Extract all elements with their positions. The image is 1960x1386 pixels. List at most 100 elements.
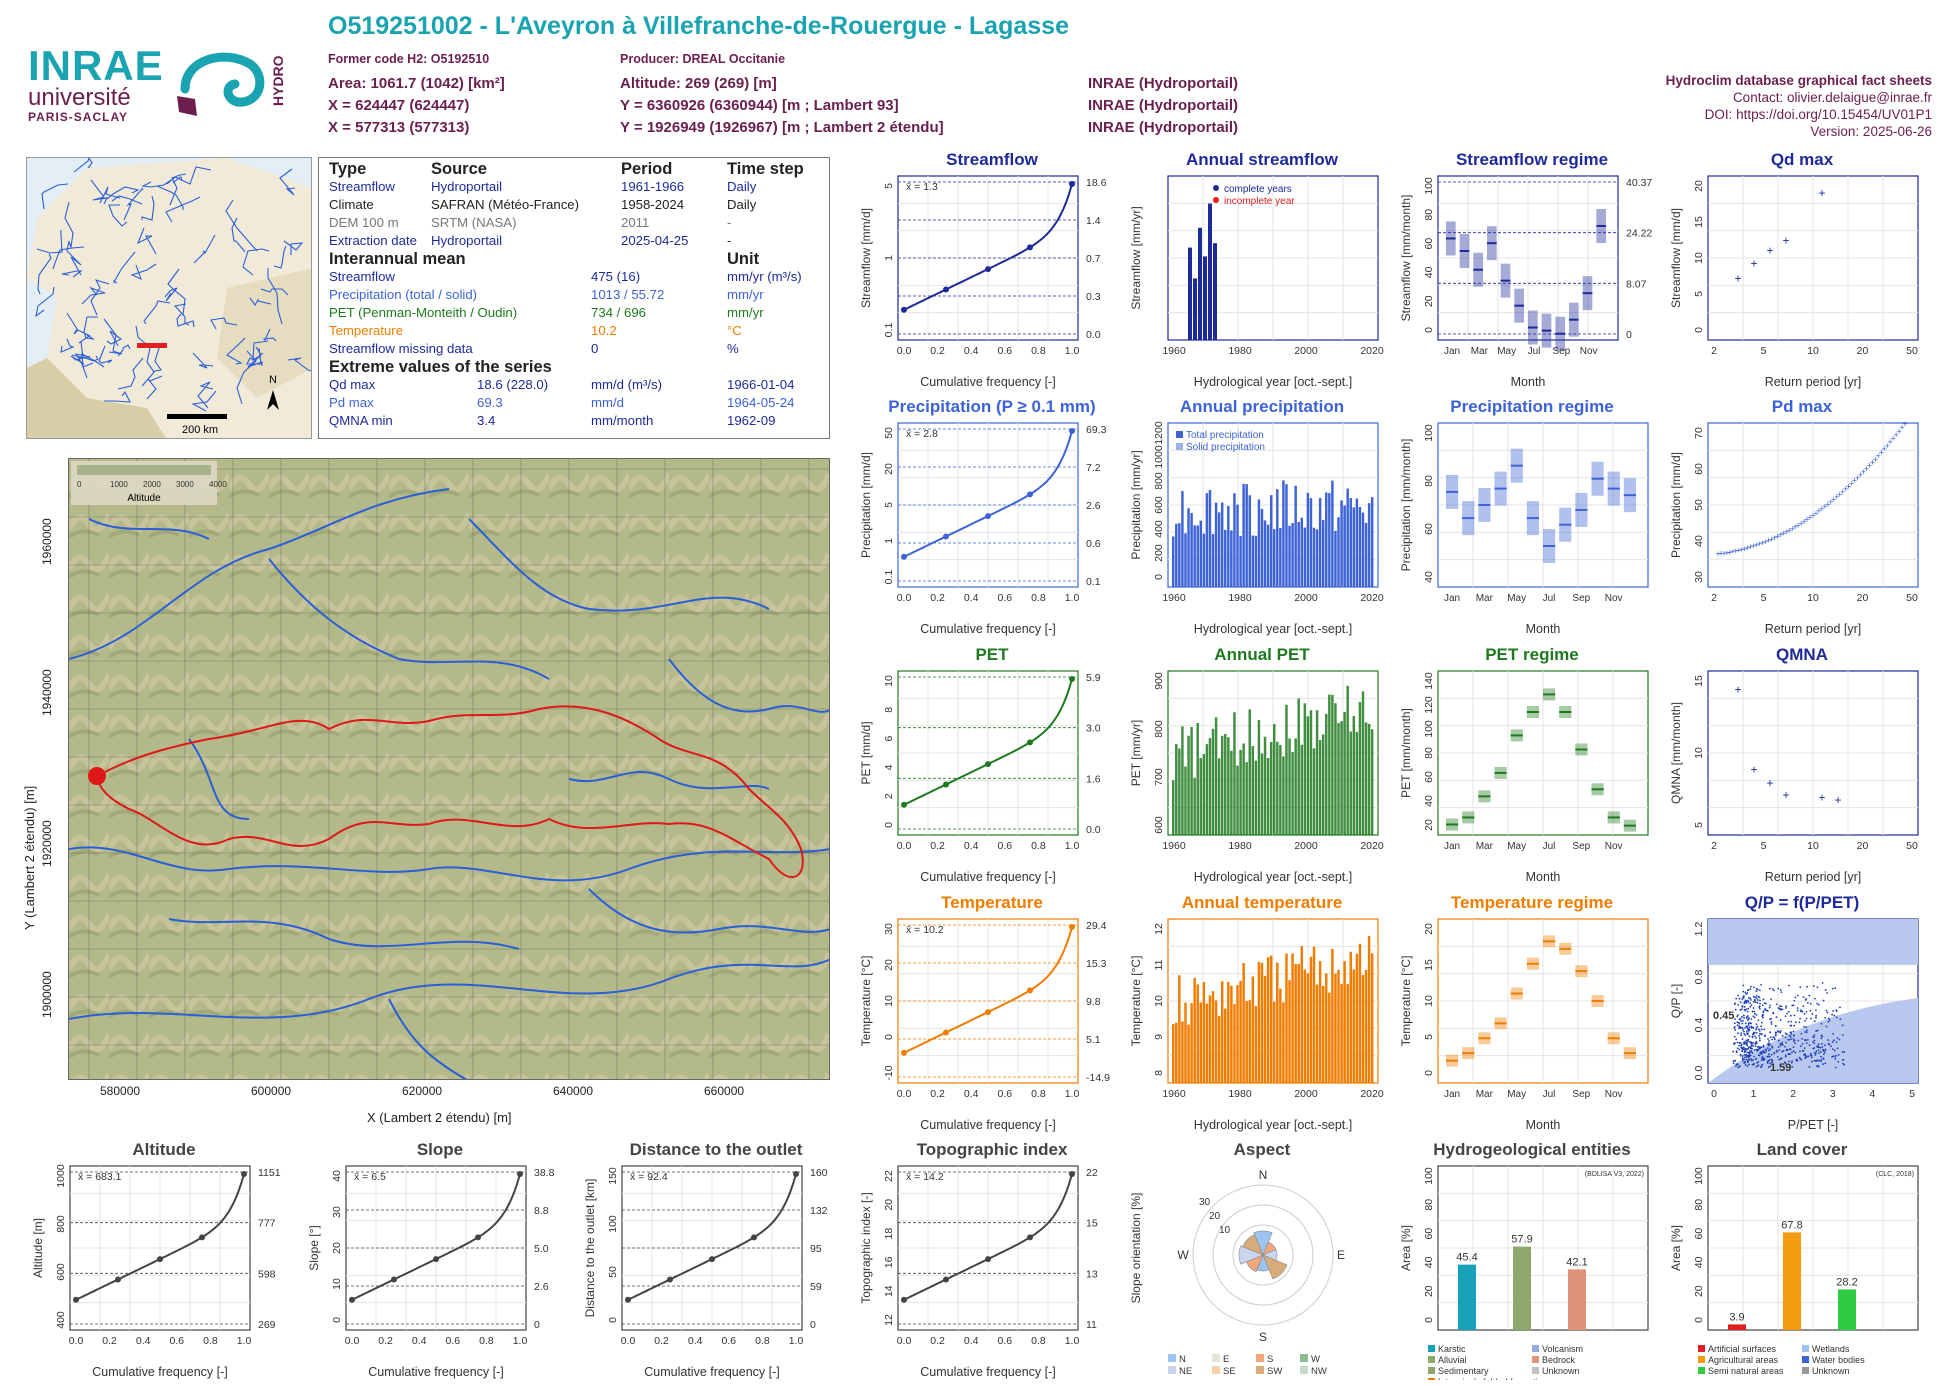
table-row: Extraction date Hydroportail 2025-04-25- <box>329 233 732 248</box>
svg-text:+: + <box>1902 419 1907 429</box>
svg-text:+: + <box>1831 494 1836 504</box>
y-tick: 6 <box>883 736 895 742</box>
svg-text:+: + <box>1724 548 1729 558</box>
doi: DOI: https://doi.org/10.15454/UV01P1 <box>1704 107 1932 122</box>
chart-title: Distance to the outlet <box>629 1140 803 1159</box>
y-axis-label: PET [mm/month] <box>1399 708 1413 798</box>
y-tick: 100 <box>1693 1167 1705 1185</box>
bar <box>1172 1024 1175 1083</box>
bar <box>1352 969 1356 1083</box>
x-tick: 0.6 <box>721 1335 736 1347</box>
bar <box>1309 956 1313 1083</box>
bar <box>1273 529 1276 587</box>
y-tick: 1 <box>883 538 895 544</box>
bar <box>1309 498 1313 587</box>
legend-entry: S <box>1267 1354 1273 1365</box>
x-tick: 0.4 <box>964 1335 979 1347</box>
month-label: Jul <box>1543 593 1556 604</box>
x-tick: 1.0 <box>789 1335 804 1347</box>
quantile-point <box>709 1256 715 1263</box>
bar <box>1220 735 1224 835</box>
x-axis-label: Cumulative frequency [-] <box>920 1365 1055 1379</box>
y-tick: 8 <box>1153 1070 1165 1076</box>
quantile-point <box>1027 491 1033 498</box>
month-label: Sep <box>1552 346 1570 357</box>
legend-entry: incomplete year <box>1224 196 1295 207</box>
bar <box>1269 742 1273 835</box>
bar <box>1364 969 1368 1083</box>
month-label: Nov <box>1605 841 1623 852</box>
svg-text:+: + <box>1757 539 1762 549</box>
right-tick: 0 <box>810 1319 816 1331</box>
bar <box>1288 980 1291 1083</box>
svg-text:+: + <box>1852 476 1857 486</box>
source-note: (BDLISA V3, 2022) <box>1585 1171 1644 1178</box>
bar <box>1199 1002 1203 1083</box>
bar <box>1199 758 1203 835</box>
x-tick: 1960 <box>1162 1088 1186 1100</box>
month-label: Jan <box>1444 1089 1460 1100</box>
scatter-point: + <box>1834 793 1841 807</box>
x-tick: 20 <box>1857 840 1869 852</box>
bar <box>1202 754 1206 835</box>
bar <box>1325 973 1328 1083</box>
right-tick: 0 <box>1626 329 1632 341</box>
bar <box>1328 493 1331 587</box>
bar <box>1321 520 1325 587</box>
svg-text:+: + <box>1763 537 1768 547</box>
bar <box>1276 962 1279 1083</box>
bar <box>1355 732 1359 835</box>
y-tick: 20 <box>883 463 895 475</box>
x-tick: 0.8 <box>1031 592 1046 604</box>
bar <box>1175 1022 1178 1083</box>
bar <box>1337 517 1340 587</box>
bar <box>1190 512 1193 587</box>
svg-text:+: + <box>1733 546 1738 556</box>
bar <box>1285 953 1288 1083</box>
y-tick: 10 <box>1153 995 1165 1007</box>
chart-pet: PET Cumulative frequency [-] PET [mm/d] 0.0… <box>858 645 1126 885</box>
bar <box>1312 946 1316 1083</box>
info-table: Type Source Period Time step Streamflow Hydr… <box>318 157 830 439</box>
svg-text:2000: 2000 <box>143 480 161 489</box>
right-tick: 29.4 <box>1086 920 1107 932</box>
quantile-point <box>901 1049 907 1056</box>
quantile-point <box>1027 1234 1033 1241</box>
svg-text:+: + <box>1840 487 1845 497</box>
y-tick: 20 <box>1693 1285 1705 1297</box>
bar <box>1340 721 1343 835</box>
bar <box>1346 488 1349 587</box>
y-tick: 100 <box>1423 424 1435 442</box>
bar <box>1224 529 1227 587</box>
month-label: Mar <box>1471 346 1489 357</box>
chart-title: QMNA <box>1776 645 1828 664</box>
bar <box>1291 752 1294 835</box>
chart-pd_max: Pd max Return period [yr] Precipitation [m… <box>1668 397 1936 637</box>
x-tick: 0.6 <box>169 1335 184 1347</box>
chart-title: Aspect <box>1233 1140 1291 1159</box>
bar <box>1325 492 1328 587</box>
bar <box>1257 961 1261 1083</box>
y-tick: 100 <box>1423 1167 1435 1185</box>
x-tick: 1.0 <box>1065 840 1080 852</box>
svg-text:+: + <box>1882 444 1887 454</box>
scatter-point: + <box>1818 790 1825 804</box>
chart-qd_max: Qd max Return period [yr] Streamflow [mm/d… <box>1668 150 1936 390</box>
bar <box>1263 520 1267 587</box>
db-name: Hydroclim database graphical fact sheets <box>1665 73 1932 88</box>
legend-entry: Solid precipitation <box>1186 442 1265 453</box>
bar <box>1269 955 1273 1083</box>
svg-text:+: + <box>1834 492 1839 502</box>
chart-title: Annual streamflow <box>1185 150 1339 169</box>
right-tick: 5.1 <box>1086 1034 1101 1046</box>
quantile-point <box>433 1256 439 1263</box>
bar <box>1178 523 1181 587</box>
y-tick: 60 <box>1693 463 1705 475</box>
svg-text:+: + <box>1796 520 1801 530</box>
bar <box>1184 533 1187 587</box>
y-tick: 10 <box>883 995 895 1007</box>
x-tick: 0.2 <box>378 1335 393 1347</box>
y-tick: 30 <box>883 923 895 935</box>
chart-title: Streamflow <box>946 150 1038 169</box>
right-tick: 95 <box>810 1243 822 1255</box>
